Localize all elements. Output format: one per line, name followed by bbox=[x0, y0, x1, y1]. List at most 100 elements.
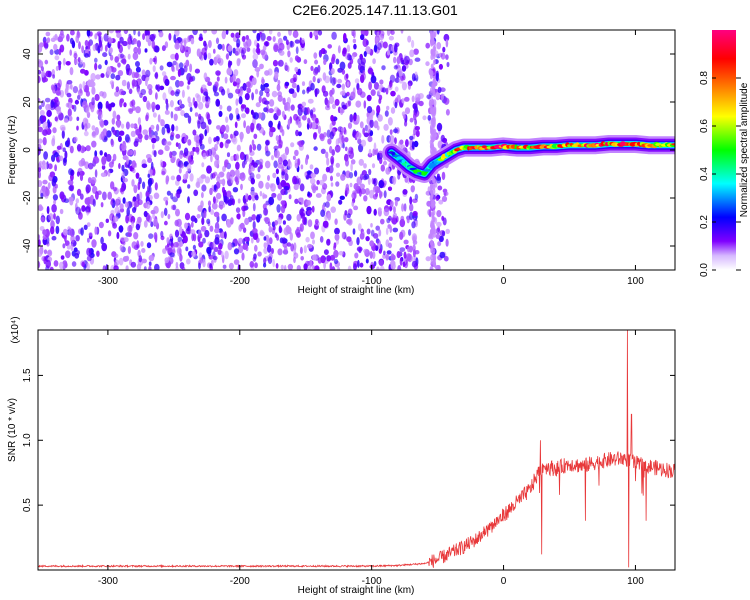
noise-cell bbox=[273, 145, 279, 151]
noise-cell bbox=[127, 225, 133, 233]
noise-cell bbox=[174, 106, 180, 112]
noise-cell bbox=[90, 176, 97, 185]
noise-cell bbox=[157, 114, 161, 123]
noise-cell bbox=[259, 163, 263, 170]
noise-cell bbox=[87, 237, 90, 243]
noise-cell bbox=[438, 63, 443, 70]
noise-cell bbox=[229, 60, 233, 66]
y-tick-label: 0.5 bbox=[22, 498, 33, 512]
noise-cell bbox=[330, 68, 335, 75]
noise-cell bbox=[310, 111, 313, 119]
noise-cell bbox=[392, 176, 397, 185]
noise-cell bbox=[78, 83, 83, 91]
noise-cell bbox=[137, 88, 141, 95]
noise-cell bbox=[136, 40, 141, 48]
noise-cell bbox=[112, 216, 119, 222]
noise-cell bbox=[400, 57, 404, 63]
noise-cell bbox=[369, 250, 373, 259]
noise-cell bbox=[65, 84, 70, 91]
noise-cell bbox=[366, 106, 373, 114]
noise-cell bbox=[394, 86, 399, 92]
noise-cell bbox=[109, 54, 114, 61]
noise-cell bbox=[102, 52, 108, 58]
noise-cell bbox=[207, 200, 212, 207]
noise-cell bbox=[281, 171, 286, 176]
noise-cell bbox=[275, 263, 279, 269]
noise-cell bbox=[126, 207, 130, 217]
noise-cell bbox=[376, 105, 381, 114]
x-tick-label: -100 bbox=[362, 576, 382, 587]
noise-cell bbox=[250, 190, 256, 197]
noise-cell bbox=[445, 109, 450, 116]
noise-cell bbox=[312, 107, 316, 113]
noise-cell bbox=[365, 188, 370, 196]
noise-cell bbox=[372, 185, 379, 193]
noise-cell bbox=[261, 50, 268, 60]
noise-cell bbox=[335, 58, 340, 65]
noise-cell bbox=[337, 78, 343, 84]
noise-cell bbox=[179, 99, 182, 106]
noise-cell bbox=[198, 241, 204, 248]
noise-cell bbox=[307, 117, 311, 124]
noise-cell bbox=[368, 148, 372, 156]
noise-cell bbox=[377, 152, 380, 161]
noise-cell bbox=[400, 30, 404, 34]
noise-cell bbox=[100, 202, 104, 208]
noise-cell bbox=[359, 232, 365, 240]
noise-cell bbox=[425, 256, 431, 262]
signal-peak bbox=[423, 169, 431, 172]
noise-cell bbox=[441, 171, 446, 181]
noise-cell bbox=[330, 182, 334, 187]
noise-cell bbox=[300, 164, 304, 170]
noise-cell bbox=[266, 239, 270, 247]
noise-cell bbox=[115, 30, 121, 34]
noise-cell bbox=[252, 162, 258, 168]
noise-cell bbox=[291, 82, 297, 89]
noise-cell bbox=[298, 115, 302, 120]
noise-cell bbox=[385, 253, 390, 260]
noise-cell bbox=[394, 77, 400, 83]
noise-cell bbox=[54, 152, 59, 158]
noise-cell bbox=[279, 125, 283, 133]
x-tick-label: -300 bbox=[98, 276, 118, 287]
noise-cell bbox=[107, 169, 111, 177]
noise-cell bbox=[256, 123, 262, 131]
noise-cell bbox=[124, 134, 130, 143]
noise-cell bbox=[370, 223, 373, 228]
noise-cell bbox=[214, 237, 220, 245]
noise-cell bbox=[98, 221, 104, 229]
noise-cell bbox=[134, 138, 140, 143]
noise-cell bbox=[373, 142, 377, 151]
noise-cell bbox=[326, 100, 330, 108]
noise-cell bbox=[214, 228, 220, 234]
noise-cell bbox=[238, 237, 244, 245]
noise-cell bbox=[135, 172, 140, 179]
noise-cell bbox=[310, 65, 314, 72]
noise-cell bbox=[252, 202, 256, 212]
noise-cell bbox=[130, 130, 136, 138]
noise-cell bbox=[171, 245, 176, 254]
noise-cell bbox=[209, 58, 214, 66]
noise-cell bbox=[135, 106, 141, 114]
noise-cell bbox=[120, 144, 125, 150]
x-tick-label: 0 bbox=[501, 576, 507, 587]
noise-cell bbox=[240, 135, 243, 143]
noise-cell bbox=[63, 198, 70, 203]
noise-cell bbox=[404, 107, 411, 115]
noise-cell bbox=[314, 88, 318, 98]
noise-cell bbox=[144, 134, 149, 141]
noise-cell bbox=[341, 135, 345, 144]
noise-cell bbox=[186, 258, 191, 265]
noise-cell bbox=[327, 212, 332, 221]
noise-cell bbox=[209, 225, 214, 232]
noise-cell bbox=[378, 229, 382, 237]
noise-cell bbox=[125, 214, 129, 224]
noise-cell bbox=[187, 139, 192, 146]
noise-cell bbox=[161, 45, 166, 52]
noise-cell bbox=[294, 198, 299, 204]
noise-cell bbox=[148, 133, 153, 140]
noise-cell bbox=[409, 203, 414, 212]
noise-cell bbox=[242, 82, 247, 91]
noise-cell bbox=[429, 240, 433, 247]
noise-cell bbox=[431, 35, 435, 42]
